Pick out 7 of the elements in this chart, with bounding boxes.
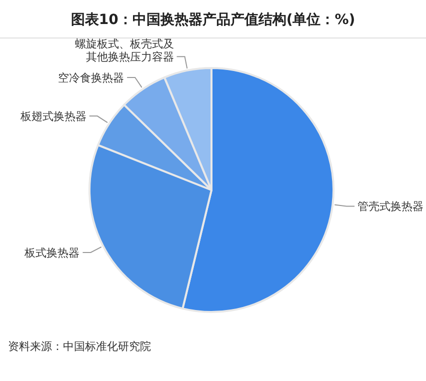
chart-title: 图表10：中国换热器产品产值结构(单位：%) <box>70 11 356 28</box>
slice-label: 板翅式换热器 <box>19 110 86 124</box>
slice-label: 空冷食换热器 <box>58 72 124 85</box>
slice-label: 板式换热器 <box>24 246 80 260</box>
slice-label: 管壳式换热器 <box>358 200 424 214</box>
text: 资料来源：中国标准化研究院 <box>8 340 151 353</box>
slice-label: 螺旋板式、板壳式及其他换热压力容器 <box>74 38 174 64</box>
